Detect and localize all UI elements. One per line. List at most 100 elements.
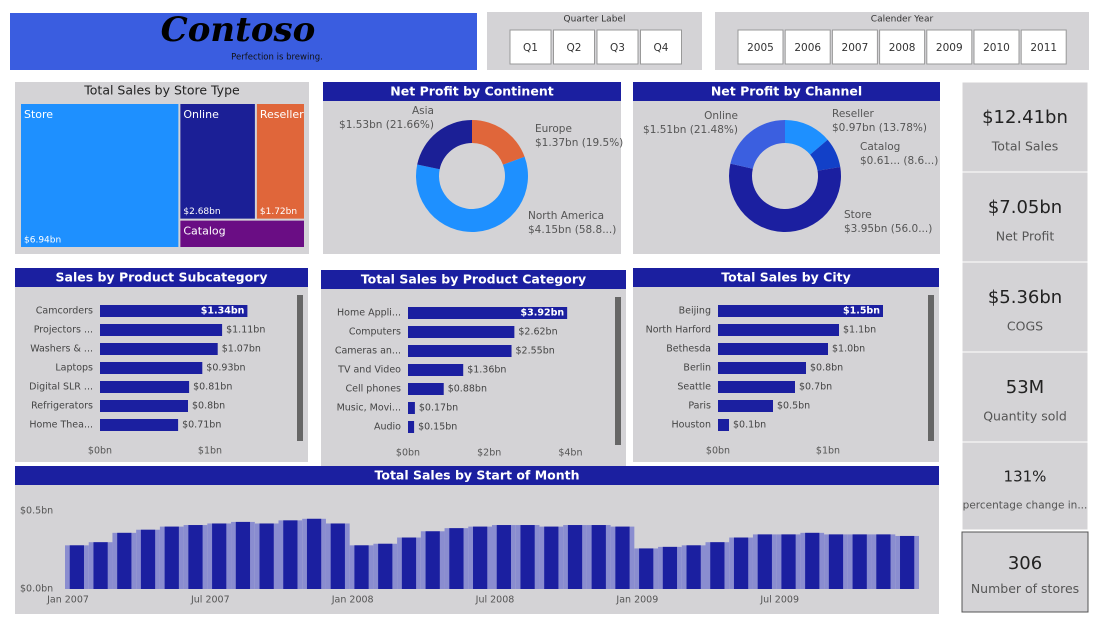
column: [93, 542, 108, 589]
slicer-option[interactable]: Q4: [654, 42, 669, 54]
x-tick-label: $0bn: [396, 448, 420, 459]
column: [283, 520, 298, 589]
slicer-label: Quarter Label: [564, 15, 626, 25]
slicer-button[interactable]: [509, 29, 552, 65]
panel-title: Net Profit by Channel: [711, 84, 862, 99]
category-label: Berlin: [683, 363, 711, 374]
slice-name: Reseller: [832, 108, 875, 120]
slicer-button[interactable]: [640, 29, 682, 65]
column: [567, 525, 583, 589]
panel-title: Total Sales by Start of Month: [374, 468, 579, 483]
value-label: $0.93bn: [206, 363, 245, 374]
slicer-button[interactable]: [831, 29, 878, 65]
category-label: Home Thea...: [29, 420, 93, 431]
treemap-tile: [21, 104, 179, 247]
x-tick-label: $1bn: [816, 446, 840, 457]
slicer-button[interactable]: [553, 29, 595, 65]
column: [496, 525, 511, 589]
logo-title: Contoso: [161, 10, 316, 50]
slicer-button[interactable]: [1020, 29, 1067, 65]
slicer-button[interactable]: [596, 29, 639, 65]
slice-value: $1.51bn (21.48%): [643, 124, 738, 136]
slicer-option[interactable]: 2009: [936, 42, 963, 54]
tile-value: $6.94bn: [24, 236, 61, 246]
slicer-option[interactable]: Q3: [610, 42, 625, 54]
title-bar: [633, 82, 940, 101]
tile-value: $1.72bn: [260, 207, 297, 217]
x-tick-label: Jan 2007: [46, 595, 89, 606]
slicer-button[interactable]: [879, 29, 926, 65]
x-tick-label: $0bn: [88, 446, 112, 457]
scrollbar[interactable]: [928, 295, 934, 441]
tile-label: Store: [24, 108, 53, 121]
slicer-button[interactable]: [926, 29, 973, 65]
logo-tagline: Perfection is brewing.: [231, 53, 323, 63]
x-tick-label: $2bn: [477, 448, 501, 459]
bar: [100, 305, 248, 317]
category-label: Cell phones: [346, 384, 402, 395]
x-tick-label: $1bn: [198, 446, 222, 457]
category-label: Digital SLR ...: [29, 382, 93, 393]
kpi-card: [961, 441, 1089, 531]
slicer-button[interactable]: [784, 29, 831, 65]
slicer-button[interactable]: [973, 29, 1020, 65]
bar: [718, 343, 828, 355]
category-label: Refrigerators: [31, 401, 93, 412]
kpi-card: [961, 351, 1089, 443]
column: [733, 537, 749, 589]
treemap-tile: [180, 104, 255, 219]
category-label: TV and Video: [337, 365, 401, 376]
x-tick-label: Jan 2009: [615, 595, 658, 606]
bar: [718, 324, 839, 336]
bar: [718, 305, 883, 317]
column: [235, 521, 251, 589]
title-bar: [15, 466, 939, 485]
scrollbar[interactable]: [615, 297, 621, 445]
column: [828, 534, 844, 589]
column: [164, 526, 179, 589]
x-tick-label: $4bn: [558, 448, 582, 459]
tile-label: Catalog: [183, 225, 225, 238]
kpi-card: [961, 531, 1089, 613]
title-bar: [633, 268, 939, 287]
slicer-button[interactable]: [737, 29, 784, 65]
category-label: Paris: [688, 401, 711, 412]
category-label: Laptops: [55, 363, 93, 374]
slicer-option[interactable]: 2010: [983, 42, 1010, 54]
slice-value: $0.97bn (13.78%): [832, 122, 927, 134]
slicer-option[interactable]: Q1: [523, 42, 538, 54]
slice-name: Store: [844, 209, 872, 221]
slicer-option[interactable]: 2006: [794, 42, 821, 54]
scrollbar[interactable]: [297, 295, 303, 441]
slicer-option[interactable]: 2007: [842, 42, 869, 54]
category-label: Computers: [349, 327, 401, 338]
slice-name: Europe: [535, 123, 572, 135]
slicer-option[interactable]: 2005: [747, 42, 774, 54]
tile-label: Online: [183, 108, 219, 121]
kpi-value: 53M: [1006, 377, 1044, 398]
category-label: Music, Movi...: [337, 403, 401, 414]
kpi-value: $7.05bn: [988, 197, 1062, 218]
panel-title: Total Sales by City: [721, 270, 851, 285]
kpi-label: Total Sales: [991, 138, 1058, 153]
slicer-option[interactable]: Q2: [567, 42, 582, 54]
column: [686, 545, 701, 589]
y-tick-label: $0.5bn: [20, 506, 53, 517]
value-label: $1.5bn: [843, 306, 880, 317]
bar: [718, 381, 795, 393]
donut-slice: [472, 120, 525, 165]
kpi-card: [961, 261, 1089, 353]
value-label: $1.36bn: [467, 365, 506, 376]
treemap-tile: [256, 104, 304, 219]
column: [662, 546, 678, 589]
slicer-option[interactable]: 2011: [1030, 42, 1057, 54]
slicer-label: Calender Year: [871, 15, 934, 25]
panel-title: Total Sales by Product Category: [361, 272, 586, 287]
slicer-option[interactable]: 2008: [889, 42, 916, 54]
category-label: Cameras an...: [335, 346, 401, 357]
kpi-label: percentage change in...: [963, 499, 1088, 511]
panel-title: Total Sales by Store Type: [83, 83, 240, 98]
donut-slice: [417, 120, 472, 170]
slice-value: $4.15bn (58.8...): [528, 224, 616, 236]
tile-label: Reseller: [260, 108, 304, 121]
